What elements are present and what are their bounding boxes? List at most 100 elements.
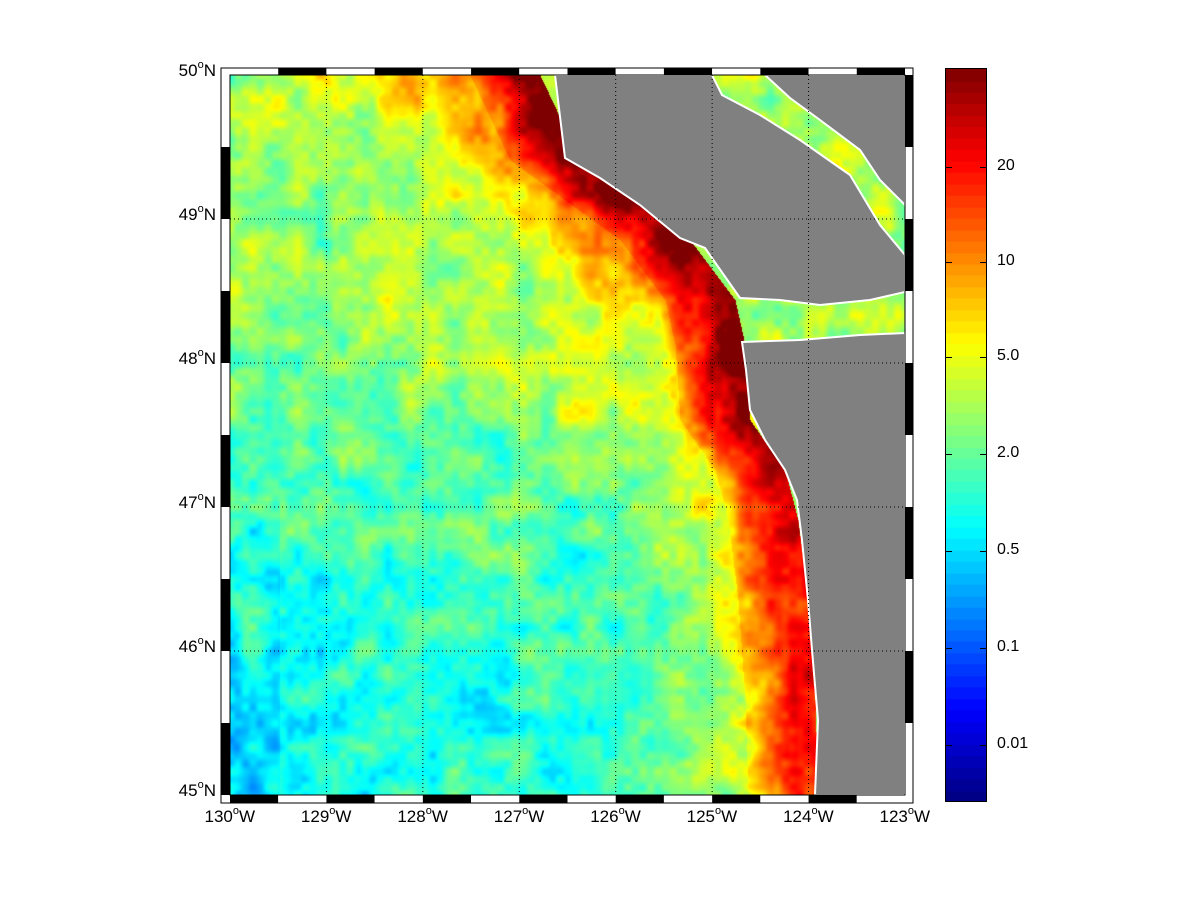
lat-label: 50oN [178,59,216,80]
degree-symbol: o [425,805,432,817]
frame-segment [422,795,472,803]
lon-label: 130oW [204,805,256,826]
frame-segment [230,68,279,75]
frame-segment [856,795,905,803]
colorbar-tick-label: 5.0 [997,347,1020,364]
frame-segment [221,723,230,795]
lon-label: 126oW [590,805,641,826]
lat-label: 46oN [178,635,216,656]
frame-segment [221,435,230,507]
frame-segment [221,363,230,435]
frame-segment [221,219,230,291]
frame-segment [905,147,913,219]
frame-segment [905,579,913,651]
colorbar-tick-mark [945,167,952,168]
frame-segment [905,435,913,507]
colorbar-tick-mark [945,357,952,358]
frame-segment [221,579,230,651]
frame-segment [221,147,230,219]
frame-segment [760,795,809,803]
frame-segment [905,363,913,435]
frame-segment [471,68,520,75]
frame-outline [220,67,914,804]
colorbar-tick-mark [980,551,987,552]
frame-segment [905,75,913,147]
lat-label: 48oN [178,347,216,368]
washington-oregon-coast [740,331,906,796]
colorbar-tick-mark [980,262,987,263]
colorbar-tick-label: 0.1 [997,638,1020,655]
frame-segment [905,291,913,363]
frame-segment [221,291,230,363]
degree-symbol: o [232,805,239,817]
lat-label: 47oN [178,491,216,512]
frame-segment [905,219,913,291]
colorbar-tick-mark [980,648,987,649]
colorbar-tick-mark [980,745,987,746]
degree-symbol: o [329,805,336,817]
colorbar-tick-mark [945,745,952,746]
frame-segment [856,68,905,75]
land-mask [553,74,906,796]
frame-segment [615,68,664,75]
lon-label: 123oW [879,805,931,826]
lon-label: 124oW [783,805,834,826]
frame-segment [905,651,913,723]
colorbar-tick-mark [945,454,952,455]
frame-segment [567,68,616,75]
colorbar [945,68,987,802]
frame-segment [905,723,913,795]
lon-label: 128oW [397,805,448,826]
frame-segment [712,68,761,75]
vancouver-island [553,74,906,307]
frame-segment [422,68,472,75]
degree-symbol: o [197,635,204,647]
frame-segment [519,68,568,75]
degree-symbol: o [197,779,204,791]
frame-segment [808,68,857,75]
degree-symbol: o [811,805,818,817]
lon-label: 129oW [300,805,352,826]
frame-segment [471,795,520,803]
graticule [230,75,905,795]
frame-segment [760,68,809,75]
frame-segment [519,795,568,803]
colorbar-tick-mark [980,454,987,455]
frame-segment [374,795,423,803]
colorbar-tick-mark [980,357,987,358]
colorbar-tick-label: 20 [997,157,1015,174]
colorbar-tick-label: 0.01 [997,735,1029,752]
colorbar-tick-mark [980,167,987,168]
degree-symbol: o [618,805,625,817]
lon-label: 125oW [686,805,738,826]
frame-segment [278,795,327,803]
frame-segment [221,651,230,723]
degree-symbol: o [197,59,204,71]
colorbar-tick-mark [945,648,952,649]
degree-symbol: o [197,203,204,215]
frame-segment [663,795,713,803]
frame-segment [221,507,230,579]
frame-segment [663,68,713,75]
lon-label: 127oW [493,805,545,826]
degree-symbol: o [197,491,204,503]
frame-segment [374,68,423,75]
colorbar-tick-mark [945,551,952,552]
frame-segment [567,795,616,803]
frame-segment [326,795,375,803]
frame-inner [229,74,906,796]
frame-segment [905,507,913,579]
lat-label: 49oN [178,203,216,224]
degree-symbol: o [907,805,914,817]
frame-segment [615,795,664,803]
frame-segment [712,795,761,803]
colorbar-tick-label: 10 [997,252,1015,269]
colorbar-tick-label: 2.0 [997,444,1020,461]
degree-symbol: o [197,347,204,359]
colorbar-tick-mark [945,262,952,263]
lat-label: 45oN [178,779,216,800]
frame-segment [221,75,230,147]
frame-segment [326,68,375,75]
